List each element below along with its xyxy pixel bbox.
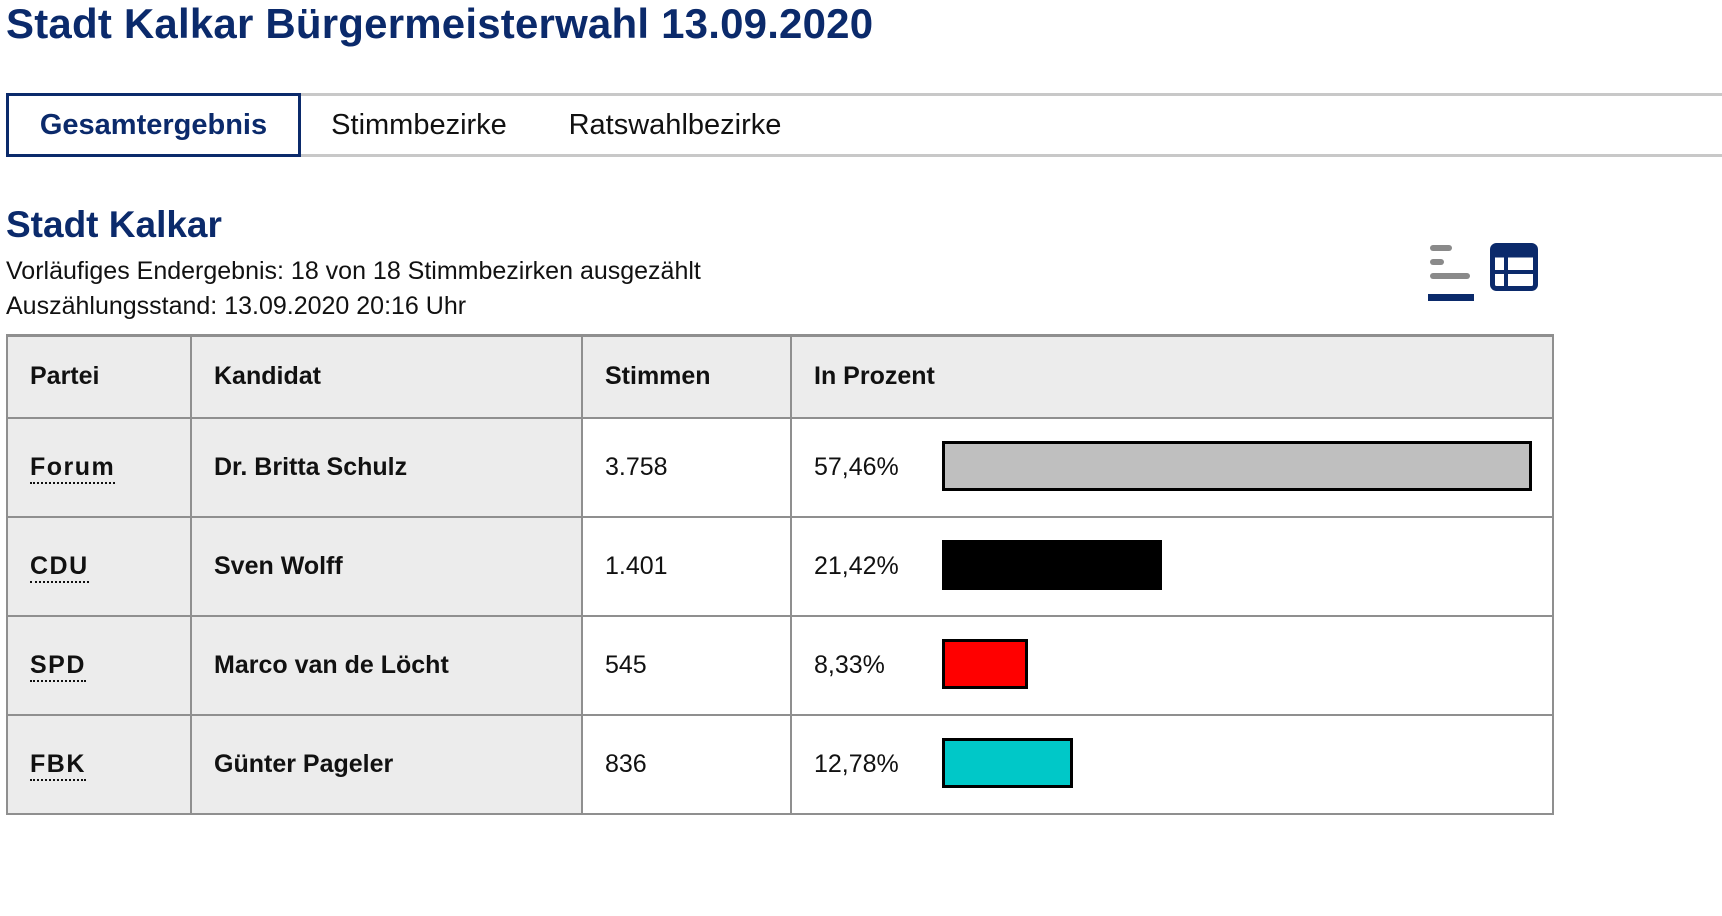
percent-cell: 57,46% xyxy=(790,416,1554,518)
votes-cell: 545 xyxy=(581,614,792,716)
header-partei: Partei xyxy=(6,334,192,419)
percent-cell: 12,78% xyxy=(790,713,1554,815)
header-kandidat: Kandidat xyxy=(190,334,583,419)
header-stimmen: Stimmen xyxy=(581,334,792,419)
candidate-cell: Sven Wolff xyxy=(190,515,583,617)
header-prozent: In Prozent xyxy=(790,334,1554,419)
bar-track xyxy=(942,737,1532,788)
percent-cell: 8,33% xyxy=(790,614,1554,716)
votes-cell: 836 xyxy=(581,713,792,815)
percent-bar xyxy=(942,440,1532,491)
section-title: Stadt Kalkar xyxy=(6,204,222,245)
party-abbr[interactable]: Forum xyxy=(30,452,116,484)
percent-value: 57,46% xyxy=(814,452,899,481)
tab-bar: Gesamtergebnis Stimmbezirke Ratswahlbezi… xyxy=(6,93,1722,157)
table-row: SPD Marco van de Löcht 545 8,33% xyxy=(6,614,1554,716)
results-table: Partei Kandidat Stimmen In Prozent Forum… xyxy=(6,334,1554,815)
percent-value: 8,33% xyxy=(814,650,885,679)
bar-track xyxy=(942,638,1532,689)
count-status: Vorläufiges Endergebnis: 18 von 18 Stimm… xyxy=(6,257,701,285)
party-abbr[interactable]: FBK xyxy=(30,749,86,781)
percent-cell: 21,42% xyxy=(790,515,1554,617)
view-toggle xyxy=(1428,243,1538,305)
candidate-cell: Marco van de Löcht xyxy=(190,614,583,716)
party-abbr[interactable]: CDU xyxy=(30,551,89,583)
table-row: CDU Sven Wolff 1.401 21,42% xyxy=(6,515,1554,617)
percent-bar xyxy=(942,737,1074,788)
tab-gesamtergebnis[interactable]: Gesamtergebnis xyxy=(6,93,301,157)
table-row: FBK Günter Pageler 836 12,78% xyxy=(6,713,1554,815)
bar-track xyxy=(942,539,1532,590)
bar-track xyxy=(942,440,1532,491)
party-cell: FBK xyxy=(6,713,192,815)
percent-value: 12,78% xyxy=(814,749,899,778)
percent-bar xyxy=(942,638,1028,689)
table-row: Forum Dr. Britta Schulz 3.758 57,46% xyxy=(6,416,1554,518)
count-timestamp: Auszählungsstand: 13.09.2020 20:16 Uhr xyxy=(6,292,467,320)
candidate-cell: Dr. Britta Schulz xyxy=(190,416,583,518)
table-header-row: Partei Kandidat Stimmen In Prozent xyxy=(6,334,1554,419)
candidate-cell: Günter Pageler xyxy=(190,713,583,815)
party-cell: SPD xyxy=(6,614,192,716)
votes-cell: 1.401 xyxy=(581,515,792,617)
tab-stimmbezirke[interactable]: Stimmbezirke xyxy=(331,108,507,141)
bar-chart-icon[interactable] xyxy=(1428,243,1474,305)
table-icon[interactable] xyxy=(1490,243,1538,291)
tab-ratswahlbezirke[interactable]: Ratswahlbezirke xyxy=(568,108,782,141)
percent-bar xyxy=(942,539,1162,590)
party-cell: CDU xyxy=(6,515,192,617)
page-title: Stadt Kalkar Bürgermeisterwahl 13.09.202… xyxy=(6,0,874,47)
votes-cell: 3.758 xyxy=(581,416,792,518)
party-abbr[interactable]: SPD xyxy=(30,650,86,682)
party-cell: Forum xyxy=(6,416,192,518)
percent-value: 21,42% xyxy=(814,551,899,580)
